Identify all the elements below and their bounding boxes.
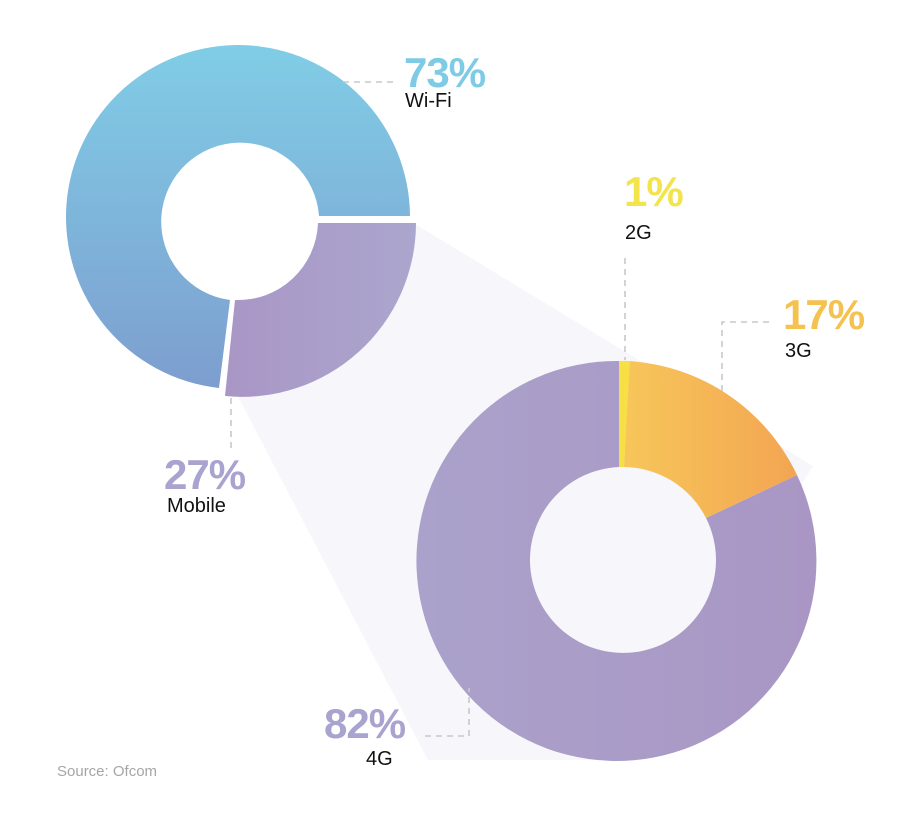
label-wifi-name: Wi-Fi bbox=[405, 90, 452, 112]
label-4g-pct: 82% bbox=[324, 700, 406, 747]
label-mobile-name: Mobile bbox=[167, 495, 226, 517]
slice-4g[interactable] bbox=[416, 360, 817, 761]
label-4g-name: 4G bbox=[366, 748, 393, 770]
label-3g-pct: 17% bbox=[783, 291, 865, 338]
label-2g-name: 2G bbox=[625, 222, 652, 244]
label-2g-pct: 1% bbox=[624, 168, 684, 215]
slice-wifi[interactable] bbox=[66, 45, 411, 389]
leader-3g bbox=[721, 321, 772, 391]
slice-mobile[interactable] bbox=[225, 223, 416, 397]
leader-lines bbox=[230, 81, 772, 737]
large-donut bbox=[416, 360, 817, 761]
source-note: Source: Ofcom bbox=[57, 763, 158, 780]
small-donut bbox=[66, 45, 416, 397]
slice-3g[interactable] bbox=[624, 361, 797, 518]
label-mobile-pct: 27% bbox=[164, 451, 246, 498]
slice-2g[interactable] bbox=[619, 360, 630, 467]
label-wifi-pct: 73% bbox=[404, 49, 486, 96]
label-3g-name: 3G bbox=[785, 340, 812, 362]
leader-4g bbox=[425, 688, 470, 737]
